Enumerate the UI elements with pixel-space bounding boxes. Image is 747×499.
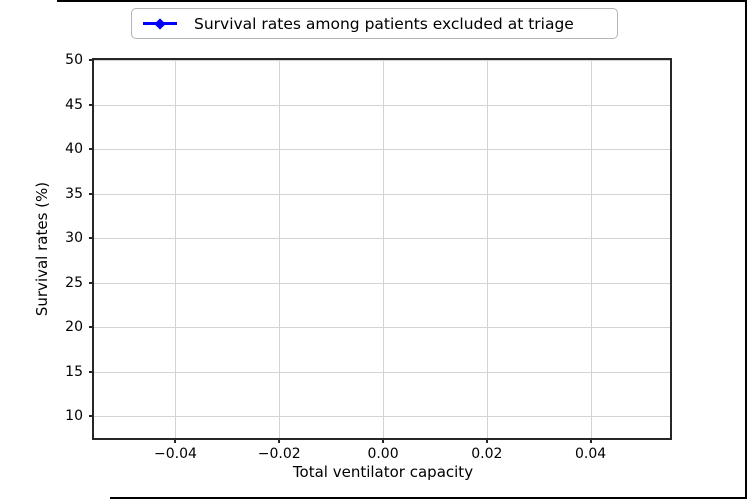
y-tick-label: 50 [65,52,83,68]
gridline-horizontal [94,149,670,151]
y-tick-mark [89,237,94,240]
y-tick-mark [89,326,94,329]
legend-box: Survival rates among patients excluded a… [131,8,618,39]
frame-border-right [745,0,747,499]
x-tick-mark [382,438,385,443]
legend-line-sample [143,17,177,30]
x-tick-mark [485,438,488,443]
y-tick-mark [89,148,94,151]
gridline-vertical [279,60,281,438]
y-tick-label: 45 [65,96,83,113]
x-tick-label: 0.00 [367,446,399,462]
y-tick-mark [89,192,94,195]
gridline-horizontal [94,193,670,195]
gridline-horizontal [94,60,670,61]
y-tick-label: 10 [65,408,83,425]
y-axis-label: Survival rates (%) [33,181,51,317]
axes-area: −0.04 −0.02 0.00 0.02 0.04 50 45 40 35 30 25 20 15 10 [65,52,672,462]
y-tick-mark [89,415,94,418]
x-tick-label: −0.02 [257,446,301,462]
y-tick-label: 15 [65,363,83,380]
y-tick-label: 40 [65,141,83,158]
gridline-vertical [486,60,488,438]
x-tick-label: 0.02 [471,446,503,462]
x-tick-mark [174,438,177,443]
gridline-horizontal [94,238,670,240]
x-tick-label: 0.04 [575,446,607,462]
frame-border-bottom [110,497,747,499]
gridline-vertical [175,60,177,438]
y-tick-label: 30 [65,230,83,247]
x-tick-label: −0.04 [154,446,197,462]
gridline-vertical [383,60,385,438]
gridline-horizontal [94,327,670,329]
gridline-horizontal [94,371,670,373]
gridline-horizontal [94,416,670,418]
y-tick-mark [89,59,94,61]
gridline-vertical [590,60,592,438]
y-tick-mark [89,103,94,106]
y-tick-mark [89,370,94,373]
legend-label: Survival rates among patients excluded a… [194,14,574,33]
gridline-horizontal [94,104,670,106]
legend-diamond-marker-icon [154,17,166,30]
x-tick-mark [589,438,592,443]
y-tick-label: 35 [65,185,83,202]
gridline-horizontal [94,282,670,284]
x-axis-label: Total ventilator capacity [292,463,474,481]
frame-border-top [57,0,747,2]
y-tick-label: 20 [65,319,83,336]
y-tick-mark [89,281,94,284]
x-tick-mark [278,438,281,443]
y-tick-label: 25 [65,274,83,291]
